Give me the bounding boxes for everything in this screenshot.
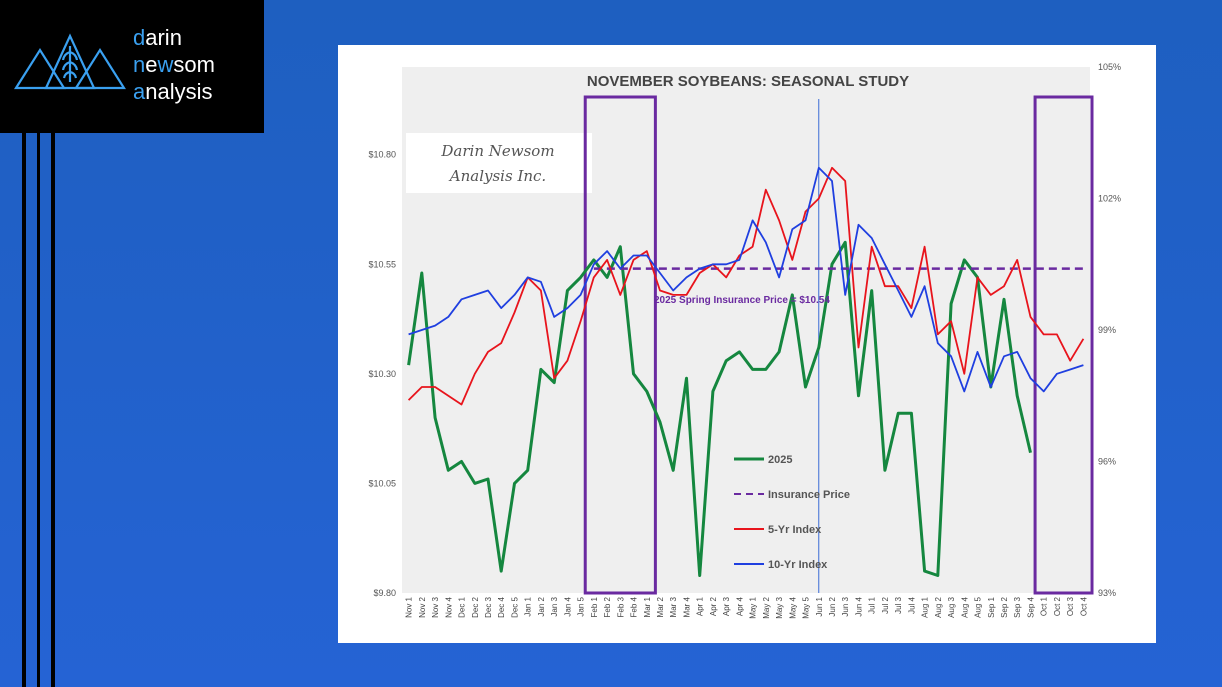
- x-tick-label: Oct 3: [1066, 596, 1075, 616]
- x-tick-label: Aug 3: [947, 596, 956, 617]
- x-tick-label: Sep 2: [1000, 596, 1009, 617]
- x-tick-label: Feb 2: [603, 596, 612, 617]
- x-tick-label: Jul 3: [894, 596, 903, 613]
- x-tick-label: Dec 4: [497, 596, 506, 617]
- y-right-tick-label: 99%: [1098, 325, 1116, 335]
- x-tick-label: Mar 1: [643, 596, 652, 617]
- x-tick-label: May 3: [775, 596, 784, 618]
- insurance-annotation: 2025 Spring Insurance Price = $10.54: [654, 295, 830, 306]
- x-tick-label: Sep 3: [1013, 596, 1022, 617]
- x-tick-label: Dec 3: [484, 596, 493, 617]
- x-tick-label: Jan 4: [563, 596, 572, 616]
- x-tick-label: May 2: [762, 596, 771, 618]
- x-tick-label: Oct 4: [1079, 596, 1088, 616]
- y-left-tick-label: $10.80: [368, 150, 396, 160]
- x-tick-label: May 4: [788, 596, 797, 618]
- x-tick-label: Aug 2: [934, 596, 943, 617]
- x-tick-label: Nov 2: [418, 596, 427, 617]
- x-tick-label: Jan 1: [524, 596, 533, 616]
- y-right-tick-label: 105%: [1098, 62, 1121, 72]
- x-tick-label: Mar 3: [669, 596, 678, 617]
- x-tick-label: Jun 1: [815, 596, 824, 616]
- decor-bar-1: [22, 133, 26, 687]
- x-tick-label: Apr 3: [722, 596, 731, 616]
- x-tick-label: Apr 2: [709, 596, 718, 616]
- x-tick-label: Jun 2: [828, 596, 837, 616]
- x-tick-label: Aug 5: [974, 596, 983, 617]
- x-tick-label: Sep 1: [987, 596, 996, 617]
- y-left-tick-label: $10.30: [368, 369, 396, 379]
- y-left-tick-label: $10.55: [368, 259, 396, 269]
- x-tick-label: Jun 4: [854, 596, 863, 616]
- x-tick-label: Apr 4: [735, 596, 744, 616]
- x-tick-label: Jan 2: [537, 596, 546, 616]
- watermark-line-2: Analysis Inc.: [448, 167, 546, 185]
- y-left-tick-label: $10.05: [368, 478, 396, 488]
- highlight-box: [583, 95, 657, 595]
- x-tick-label: Aug 4: [960, 596, 969, 617]
- series-10-yr-index-line: [408, 166, 1084, 393]
- x-tick-label: Feb 3: [616, 596, 625, 617]
- x-tick-label: Apr 1: [696, 596, 705, 616]
- seasonal-chart: NOVEMBER SOYBEANS: SEASONAL STUDY Darin …: [368, 62, 1121, 619]
- mountain-wheat-icon: [14, 33, 126, 90]
- decor-bar-2: [37, 133, 40, 687]
- x-tick-label: Jan 5: [577, 596, 586, 616]
- x-tick-label: Mar 4: [682, 596, 691, 617]
- x-tick-label: May 1: [749, 596, 758, 618]
- chart-card: NOVEMBER SOYBEANS: SEASONAL STUDY Darin …: [338, 45, 1156, 643]
- chart-title: NOVEMBER SOYBEANS: SEASONAL STUDY: [587, 73, 909, 90]
- watermark-line-1: Darin Newsom: [440, 142, 554, 160]
- x-tick-label: Jan 3: [550, 596, 559, 616]
- x-tick-label: Oct 2: [1053, 596, 1062, 616]
- y-left-tick-label: $9.80: [373, 588, 396, 598]
- x-tick-label: Feb 4: [630, 596, 639, 617]
- decor-bar-3: [51, 133, 55, 687]
- legend-label: 5-Yr Index: [768, 524, 822, 536]
- watermark-box: [406, 133, 592, 193]
- brand-logo: darin newsom analysis: [0, 0, 264, 133]
- highlight-box: [1033, 95, 1094, 595]
- x-tick-label: Nov 3: [431, 596, 440, 617]
- brand-name: darin newsom analysis: [133, 25, 215, 104]
- x-tick-label: Sep 4: [1026, 596, 1035, 617]
- x-tick-label: Nov 1: [405, 596, 414, 617]
- x-tick-label: Dec 5: [510, 596, 519, 617]
- x-tick-label: Jun 3: [841, 596, 850, 616]
- legend-label: Insurance Price: [768, 489, 850, 501]
- y-right-tick-label: 93%: [1098, 588, 1116, 598]
- y-right-tick-label: 96%: [1098, 457, 1116, 467]
- series-5-yr-index-line: [407, 166, 1085, 406]
- x-tick-label: Aug 1: [921, 596, 930, 617]
- legend-label: 10-Yr Index: [768, 559, 828, 571]
- x-tick-label: Jul 4: [907, 596, 916, 613]
- series-2025-line: [407, 240, 1032, 577]
- x-tick-label: Feb 1: [590, 596, 599, 617]
- x-tick-label: Dec 1: [458, 596, 467, 617]
- x-tick-label: Oct 1: [1040, 596, 1049, 616]
- x-tick-label: Nov 4: [444, 596, 453, 617]
- x-tick-label: Jul 1: [868, 596, 877, 613]
- x-tick-label: Mar 2: [656, 596, 665, 617]
- y-right-tick-label: 102%: [1098, 194, 1121, 204]
- legend-label: 2025: [768, 454, 792, 466]
- x-tick-label: Dec 2: [471, 596, 480, 617]
- x-tick-label: May 5: [802, 596, 811, 618]
- x-tick-label: Jul 2: [881, 596, 890, 613]
